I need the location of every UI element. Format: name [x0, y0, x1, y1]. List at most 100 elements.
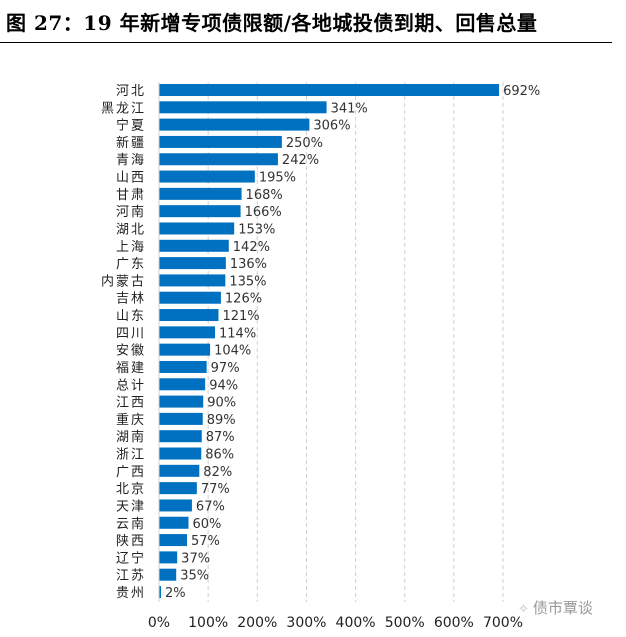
- category-label: 新疆: [116, 135, 146, 151]
- data-label: 692%: [503, 84, 540, 99]
- data-label: 242%: [282, 153, 319, 168]
- data-label: 67%: [196, 499, 225, 514]
- category-label: 天津: [116, 499, 146, 514]
- data-label: 82%: [203, 465, 232, 480]
- category-label: 江苏: [116, 568, 146, 584]
- bar: [159, 534, 188, 547]
- category-label: 上海: [116, 240, 146, 255]
- bar: [159, 395, 204, 408]
- data-label: 97%: [211, 361, 240, 376]
- data-label: 89%: [207, 413, 236, 428]
- data-label: 136%: [230, 257, 267, 272]
- bar: [159, 499, 192, 512]
- category-label: 重庆: [116, 412, 146, 428]
- x-tick-label: 100%: [188, 615, 228, 631]
- category-label: 广西: [116, 465, 146, 480]
- category-label: 内蒙古: [101, 273, 146, 289]
- data-label: 114%: [219, 326, 256, 341]
- bar: [159, 135, 282, 148]
- category-label: 陕西: [116, 534, 146, 549]
- bar: [159, 343, 211, 356]
- bar: [159, 187, 242, 200]
- x-tick-label: 600%: [434, 615, 474, 631]
- category-label: 河南: [116, 204, 146, 220]
- bar: [159, 326, 216, 339]
- data-label: 126%: [225, 292, 262, 307]
- x-tick-label: 0%: [148, 615, 170, 631]
- bar: [159, 291, 221, 304]
- category-label: 河北: [116, 84, 146, 99]
- data-label: 135%: [229, 274, 266, 289]
- data-label: 86%: [205, 448, 234, 463]
- watermark-text: 债市覃谈: [532, 599, 593, 617]
- category-label: 广东: [116, 257, 146, 272]
- x-tick-label: 400%: [336, 615, 376, 631]
- bar: [159, 586, 161, 598]
- category-label: 贵州: [116, 586, 146, 601]
- bar: [159, 378, 206, 391]
- title-divider: [0, 42, 612, 43]
- data-label: 142%: [233, 240, 270, 255]
- category-label: 浙江: [116, 448, 146, 463]
- bar: [159, 222, 235, 235]
- category-label: 黑龙江: [101, 101, 146, 116]
- data-label: 60%: [192, 517, 221, 532]
- data-label: 57%: [191, 534, 220, 549]
- data-label: 77%: [201, 482, 230, 497]
- data-label: 166%: [245, 205, 282, 220]
- x-tick-label: 200%: [237, 615, 277, 631]
- data-label: 87%: [206, 430, 235, 445]
- watermark: ✧ 债市覃谈: [518, 597, 593, 618]
- bar: [159, 101, 327, 114]
- category-label: 吉林: [116, 292, 146, 307]
- bar: [159, 257, 226, 270]
- data-label: 306%: [313, 119, 350, 134]
- bar: [159, 412, 203, 425]
- bar: [159, 551, 178, 564]
- category-label: 甘肃: [116, 188, 146, 203]
- bar: [159, 482, 197, 495]
- bar: [159, 464, 200, 477]
- bar: [159, 447, 202, 460]
- bar: [159, 153, 278, 166]
- bar: [159, 118, 310, 131]
- chart-title: 图 27：19 年新增专项债限额/各地城投债到期、回售总量: [6, 11, 538, 35]
- x-tick-label: 300%: [286, 615, 326, 631]
- data-label: 37%: [181, 551, 210, 566]
- bar: [159, 205, 241, 218]
- category-label: 山东: [116, 309, 146, 324]
- data-label: 35%: [180, 569, 209, 584]
- bar: [159, 568, 177, 581]
- data-label: 341%: [331, 101, 368, 116]
- category-label: 湖北: [116, 222, 146, 237]
- x-tick-label: 700%: [483, 615, 523, 631]
- data-label: 250%: [286, 136, 323, 151]
- category-label: 江西: [116, 396, 146, 411]
- bar: [159, 360, 207, 373]
- bar: [159, 170, 255, 183]
- bar: [159, 430, 202, 443]
- data-label: 195%: [259, 171, 296, 186]
- category-label: 安徽: [116, 344, 146, 359]
- category-label: 云南: [116, 516, 146, 532]
- wechat-icon: ✧: [518, 602, 529, 617]
- category-label: 山西: [116, 171, 146, 186]
- data-label: 94%: [209, 378, 238, 393]
- category-label: 北京: [116, 482, 146, 497]
- bar: [159, 516, 189, 529]
- category-label: 青海: [116, 153, 146, 168]
- data-label: 153%: [238, 222, 275, 237]
- bar: [159, 239, 229, 252]
- category-label: 总计: [116, 378, 146, 393]
- bar: [159, 309, 219, 322]
- bar: [159, 274, 226, 287]
- category-label: 四川: [116, 326, 146, 341]
- x-tick-label: 500%: [385, 615, 425, 631]
- category-label: 福建: [116, 361, 146, 376]
- data-label: 121%: [222, 309, 259, 324]
- category-label: 宁夏: [116, 118, 146, 134]
- data-label: 2%: [165, 586, 186, 601]
- data-label: 104%: [214, 344, 251, 359]
- category-label: 湖南: [116, 429, 146, 445]
